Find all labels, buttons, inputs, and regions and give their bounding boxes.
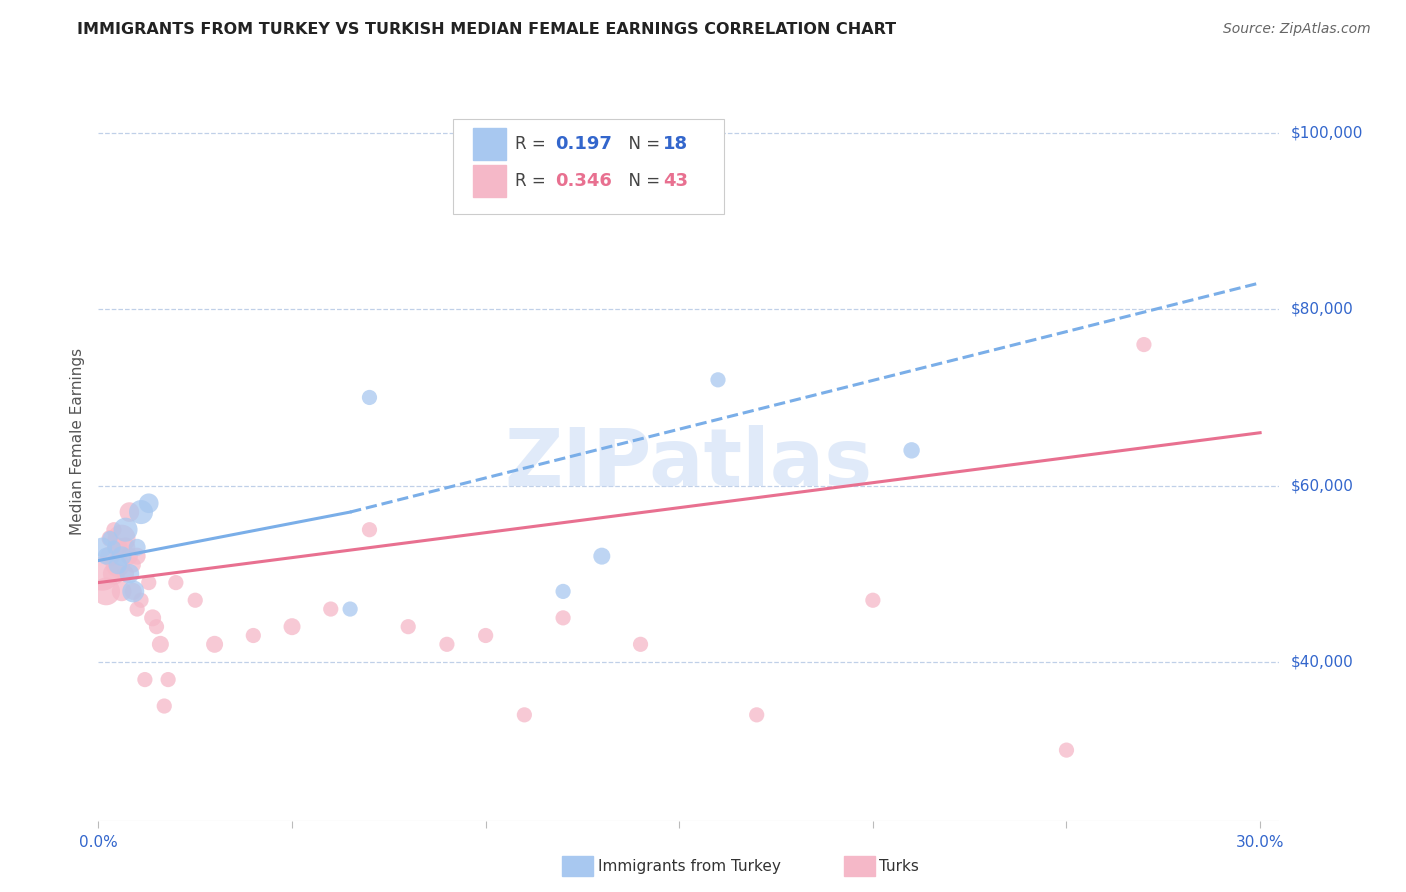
Bar [472,165,506,196]
Point [359,391,381,405]
Point [118,566,141,581]
Point [114,566,136,581]
Text: R =: R = [516,136,551,153]
Text: N =: N = [619,172,665,190]
Point [122,558,145,572]
Point [122,584,145,599]
Text: $60,000: $60,000 [1291,478,1354,493]
Text: 18: 18 [664,136,688,153]
Text: IMMIGRANTS FROM TURKEY VS TURKISH MEDIAN FEMALE EARNINGS CORRELATION CHART: IMMIGRANTS FROM TURKEY VS TURKISH MEDIAN… [77,22,897,37]
Bar [472,128,506,161]
Point [114,523,136,537]
Point [339,602,361,616]
Text: Immigrants from Turkey: Immigrants from Turkey [598,859,780,873]
Point [114,541,136,555]
Point [551,584,574,599]
Point [118,549,141,563]
Point [153,699,176,714]
Point [513,707,536,722]
Point [107,541,129,555]
Point [1056,743,1078,757]
Point [111,549,134,563]
Point [138,496,160,510]
Point [319,602,342,616]
Point [103,523,125,537]
Text: $80,000: $80,000 [1291,301,1354,317]
Y-axis label: Median Female Earnings: Median Female Earnings [69,348,84,535]
Point [165,575,187,590]
Point [107,558,129,572]
Point [1133,337,1156,351]
Point [242,628,264,642]
Point [103,541,125,555]
Text: Source: ZipAtlas.com: Source: ZipAtlas.com [1223,22,1371,37]
Point [91,566,114,581]
Point [359,523,381,537]
Point [551,611,574,625]
Point [138,575,160,590]
Text: $40,000: $40,000 [1291,655,1354,670]
Text: N =: N = [619,136,665,153]
Point [134,673,156,687]
Point [204,637,226,651]
Point [149,637,172,651]
Point [707,373,730,387]
Point [862,593,884,607]
Point [103,566,125,581]
Point [91,541,114,555]
Text: 0.346: 0.346 [555,172,613,190]
Point [184,593,207,607]
Point [436,637,458,651]
FancyBboxPatch shape [453,120,724,214]
Point [111,584,134,599]
Point [396,620,419,634]
Point [98,549,121,563]
Point [630,637,652,651]
Point [98,532,121,546]
Point [745,707,768,722]
Point [145,620,167,634]
Point [281,620,304,634]
Point [127,549,149,563]
Point [118,505,141,519]
Point [157,673,180,687]
Point [129,505,152,519]
Text: 0.197: 0.197 [555,136,613,153]
Point [591,549,613,563]
Text: $100,000: $100,000 [1291,126,1364,140]
Point [111,532,134,546]
Point [107,558,129,572]
Point [96,549,118,563]
Point [96,584,118,599]
Point [122,584,145,599]
Text: R =: R = [516,172,551,190]
Point [127,602,149,616]
Point [127,541,149,555]
Text: 43: 43 [664,172,688,190]
Text: ZIPatlas: ZIPatlas [505,425,873,503]
Text: Turks: Turks [879,859,918,873]
Point [474,628,496,642]
Point [129,593,152,607]
Point [98,532,121,546]
Point [900,443,922,458]
Point [142,611,165,625]
